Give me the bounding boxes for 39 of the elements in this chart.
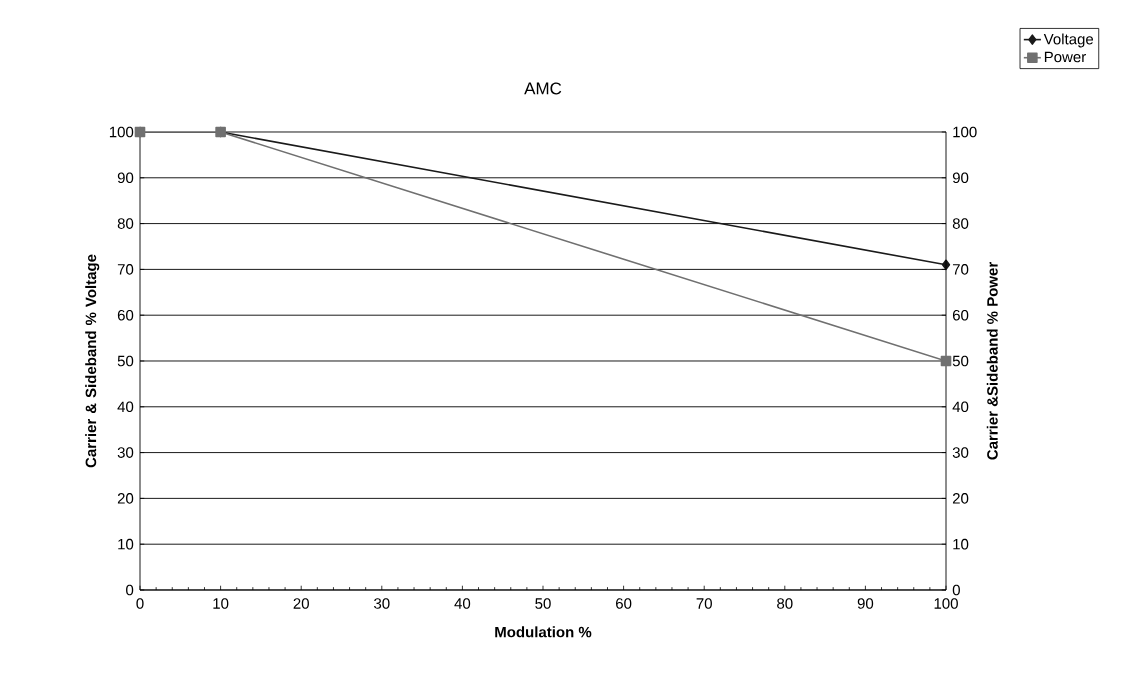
y2-tick-label: 40 — [952, 401, 969, 413]
y2-tick-label: 60 — [952, 309, 969, 321]
y-tick-label: 80 — [117, 218, 134, 229]
x-tick-label: 70 — [696, 598, 712, 609]
x-tick-label: 10 — [213, 598, 229, 609]
x-tick-label: 90 — [857, 598, 874, 609]
y2-tick-label: 70 — [952, 264, 969, 275]
x-tick-label: 20 — [293, 598, 309, 609]
y-tick-label: 90 — [117, 172, 134, 184]
y2-tick-label: 90 — [952, 172, 969, 184]
x-axis-title: Modulation % — [495, 626, 592, 638]
y-axis-title: Carrier & Sideband % Voltage — [85, 254, 100, 468]
y-tick-label: 10 — [118, 538, 134, 550]
legend-label: Power — [1044, 51, 1086, 63]
y-tick-label: 40 — [117, 401, 134, 413]
y2-tick-label: 30 — [952, 447, 969, 458]
y-tick-label: 60 — [117, 309, 134, 321]
x-tick-label: 40 — [454, 598, 471, 609]
y2-tick-label: 20 — [952, 493, 969, 504]
x-tick-label: 80 — [777, 598, 793, 609]
y2-tick-label: 100 — [953, 126, 977, 138]
y-tick-label: 100 — [109, 126, 134, 138]
y2-axis-title: Carrier &Sideband % Power — [986, 262, 998, 460]
y-tick-label: 70 — [117, 264, 134, 275]
y-tick-label: 0 — [126, 584, 134, 596]
x-tick-label: 100 — [934, 598, 958, 609]
x-tick-label: 50 — [535, 598, 551, 609]
y-tick-label: 50 — [117, 355, 134, 367]
chart-title: AMC — [524, 82, 562, 95]
x-tick-label: 30 — [374, 598, 390, 609]
x-tick-label: 60 — [616, 598, 632, 609]
y2-tick-label: 10 — [953, 538, 969, 550]
y2-tick-label: 80 — [952, 218, 969, 229]
legend-label: Voltage — [1043, 33, 1094, 48]
y2-tick-label: 50 — [952, 355, 969, 367]
y-tick-label: 20 — [117, 493, 134, 504]
y2-tick-label: 0 — [952, 584, 960, 596]
y-tick-label: 30 — [117, 447, 134, 458]
x-tick-label: 0 — [136, 598, 144, 609]
